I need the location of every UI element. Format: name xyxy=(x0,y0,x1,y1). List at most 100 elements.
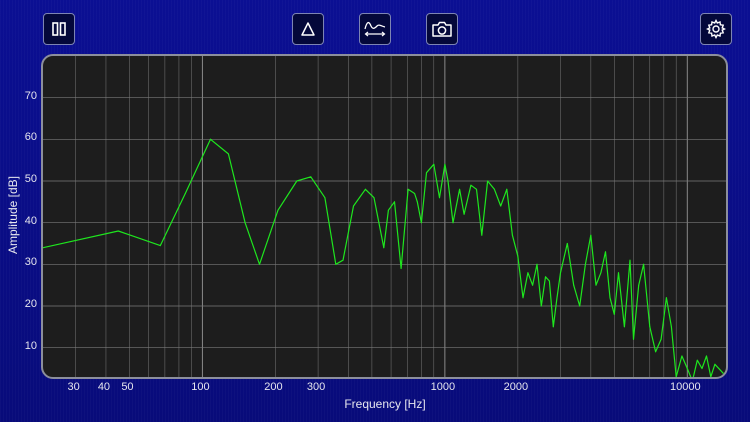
data-point xyxy=(633,338,634,340)
data-point xyxy=(459,188,461,190)
data-point xyxy=(681,355,683,357)
spectrum-range-button[interactable] xyxy=(359,13,391,45)
data-point xyxy=(655,351,657,353)
camera-icon xyxy=(432,21,452,37)
data-point xyxy=(210,138,211,140)
data-point xyxy=(447,180,449,182)
data-point xyxy=(590,234,592,236)
y-tick-label: 50 xyxy=(24,173,37,185)
data-point xyxy=(416,201,418,203)
x-tick-label: 300 xyxy=(306,381,326,393)
spectrum-chart xyxy=(43,56,726,377)
data-point xyxy=(536,263,538,265)
x-tick-label: 40 xyxy=(97,381,111,393)
x-tick-label: 30 xyxy=(67,381,80,393)
data-point xyxy=(407,188,409,190)
data-point xyxy=(556,297,558,299)
data-point xyxy=(511,234,513,236)
data-point xyxy=(506,188,508,190)
data-point xyxy=(414,193,416,194)
x-tick-label: 1000 xyxy=(430,381,456,393)
data-point xyxy=(540,305,542,307)
data-point xyxy=(522,297,524,299)
x-axis-label: Frequency [Hz] xyxy=(344,397,426,411)
x-tick-label: 2000 xyxy=(503,381,529,393)
data-point xyxy=(545,276,546,278)
data-point xyxy=(665,297,667,299)
data-point xyxy=(259,263,260,265)
data-point xyxy=(722,372,724,374)
data-point xyxy=(660,338,662,340)
x-tick-label: 100 xyxy=(191,381,210,393)
data-point xyxy=(527,272,529,274)
data-point xyxy=(686,368,688,369)
data-point xyxy=(487,180,489,182)
data-point xyxy=(595,284,597,286)
data-point xyxy=(310,176,312,178)
data-point xyxy=(493,188,495,190)
data-point xyxy=(500,205,502,207)
data-point xyxy=(277,209,279,211)
data-point xyxy=(43,247,44,249)
data-point xyxy=(476,188,477,190)
data-point xyxy=(433,163,435,165)
data-point xyxy=(670,326,672,328)
y-tick-label: 20 xyxy=(24,298,37,310)
data-point xyxy=(579,305,581,307)
x-tick-label: 200 xyxy=(264,381,283,393)
pause-button[interactable] xyxy=(43,13,75,45)
y-tick-label: 40 xyxy=(24,214,37,227)
data-point xyxy=(638,284,640,286)
data-point xyxy=(353,205,354,207)
data-point xyxy=(584,263,586,265)
data-point xyxy=(383,247,385,249)
data-point xyxy=(470,184,472,186)
spectrum-plot xyxy=(41,54,728,379)
data-point xyxy=(364,188,366,190)
x-tick-label: 50 xyxy=(121,381,134,393)
data-point xyxy=(439,197,440,199)
data-point xyxy=(400,268,402,269)
data-point xyxy=(517,255,519,257)
data-point xyxy=(324,197,326,199)
data-point xyxy=(560,272,561,274)
data-point xyxy=(463,213,465,215)
pause-icon xyxy=(52,22,66,36)
data-point xyxy=(481,234,483,236)
data-point xyxy=(643,263,645,265)
data-point xyxy=(244,222,246,224)
data-point xyxy=(629,259,631,261)
data-point xyxy=(394,201,395,203)
data-point xyxy=(573,284,575,286)
y-tick-label: 60 xyxy=(24,131,37,144)
data-point xyxy=(387,209,389,211)
data-point xyxy=(706,355,707,357)
data-point xyxy=(227,153,229,155)
data-point xyxy=(426,172,427,174)
spectrum-range-icon xyxy=(364,21,386,37)
spectrum-trace xyxy=(43,138,726,377)
data-point xyxy=(609,297,611,299)
y-tick-label: 10 xyxy=(24,339,37,352)
data-point xyxy=(714,363,716,365)
data-point xyxy=(342,259,344,261)
camera-button[interactable] xyxy=(426,13,458,45)
data-point xyxy=(296,180,298,182)
data-point xyxy=(618,272,619,274)
y-tick-label: 30 xyxy=(24,256,37,269)
data-point xyxy=(710,376,712,377)
data-point xyxy=(675,376,677,377)
data-point xyxy=(600,272,602,274)
data-point xyxy=(420,222,422,224)
data-point xyxy=(159,245,161,247)
data-point xyxy=(548,280,550,282)
data-point xyxy=(649,326,651,328)
data-point xyxy=(623,326,625,328)
y-tick-label: 70 xyxy=(24,89,37,102)
data-point xyxy=(532,284,534,286)
data-point xyxy=(444,163,446,165)
x-tick-label: 10000 xyxy=(670,381,701,393)
settings-button[interactable] xyxy=(700,13,732,45)
peak-hold-button[interactable] xyxy=(292,13,324,45)
triangle-icon xyxy=(301,22,315,36)
